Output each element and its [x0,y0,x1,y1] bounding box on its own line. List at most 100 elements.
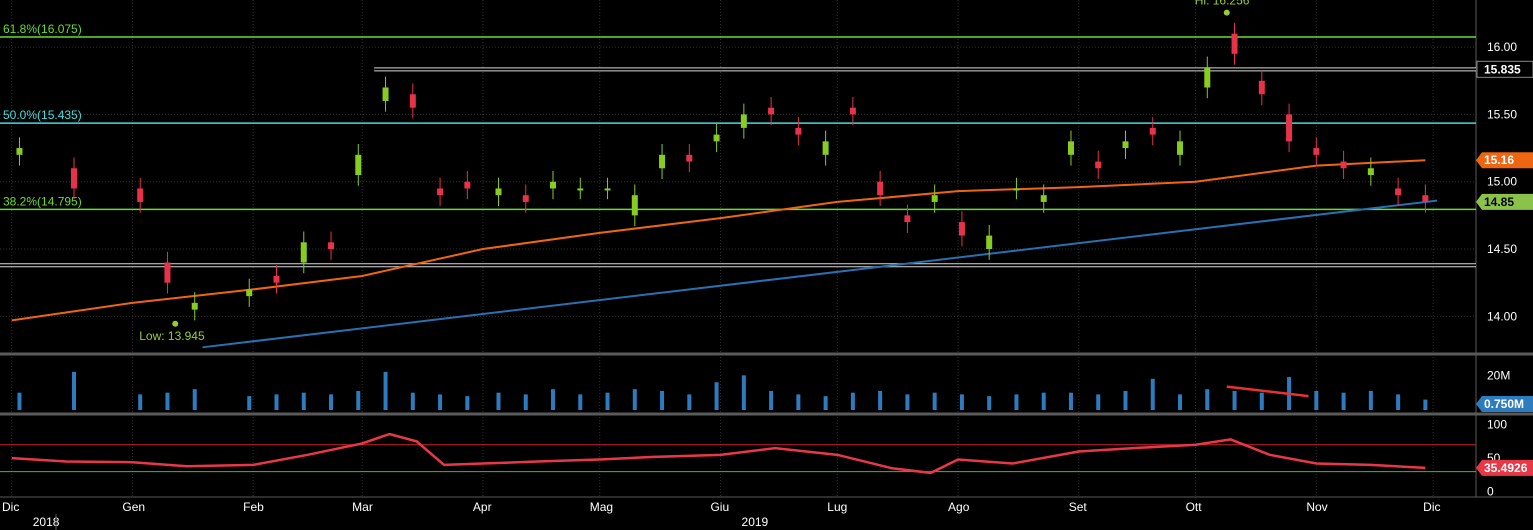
rsi-value-tag-bg [1476,459,1533,476]
volume-bar [1396,394,1401,410]
candle-body [1231,33,1238,54]
moving-average-value-tag-bg [1476,152,1533,169]
volume-bar [1041,392,1046,410]
month-label: Gen [122,500,145,514]
volume-bar [987,396,992,410]
candle-body [70,168,77,189]
volume-bar [1368,390,1373,410]
price-tick-label: 15.00 [1487,175,1517,189]
volume-bar [741,375,746,410]
month-label: Dic [2,500,19,514]
rsi-value-tag: 35.4926 [1484,461,1528,475]
month-label: Lug [827,500,847,514]
volume-bar [632,389,637,410]
candle-body [164,262,171,283]
candle-body [904,215,911,223]
extreme-marker [1223,9,1230,16]
candle-body [1040,195,1047,202]
candle-body [631,195,638,216]
volume-bar [1259,392,1264,410]
volume-bar [1123,390,1128,410]
candle-body [246,289,253,297]
volume-bar [1178,394,1183,410]
candle-body [822,141,829,155]
last-price-tag-bg [1476,193,1533,210]
resistance-tag-border [1476,60,1533,78]
candle-body [986,235,993,250]
candle-body [522,195,529,202]
candle-body [355,154,362,175]
volume-bar [1423,399,1428,410]
candle-body [849,107,856,115]
volume-bar [1068,392,1073,410]
year-label: 2019 [742,515,769,529]
volume-bar [438,394,443,410]
candle-body [1313,148,1320,155]
volume-divergence-line [1226,385,1309,398]
candle-body [768,107,775,115]
candle-body [795,127,802,135]
rsi-line [11,432,1426,475]
month-label: Mag [590,500,613,514]
month-label: Mar [352,500,373,514]
trend-line [202,199,1438,349]
candle-body [1067,141,1074,155]
volume-value-tag-bg [1476,396,1533,412]
candle-body [1177,141,1184,155]
candle-body [931,195,938,202]
last-price-tag: 14.85 [1484,195,1514,209]
volume-bar [523,394,528,410]
candle-body [713,134,720,142]
volume-bar [1205,389,1210,410]
volume-bar [165,392,170,410]
fib-level-label: 38.2%(14.795) [3,194,82,208]
volume-bar [660,390,665,410]
candle-body [382,87,389,101]
volume-bar [959,394,964,410]
volume-bar [17,392,22,410]
candle-body [740,114,747,128]
month-label: Dic [1423,500,1440,514]
candle-body [16,148,23,155]
volume-bar [301,392,306,410]
volume-bar [823,396,828,410]
volume-bar [714,382,719,410]
volume-bar [465,396,470,410]
candle-body [659,154,666,169]
volume-tick-label: 20M [1487,368,1510,382]
rsi-tick-label: 0 [1487,485,1494,499]
candle-body [577,188,584,191]
month-label: Ott [1186,500,1203,514]
extreme-marker [172,320,179,327]
volume-bar [192,389,197,410]
volume-bar [687,394,692,410]
candle-body [191,302,198,310]
candle-body [958,222,965,236]
volume-bar [578,394,583,410]
fib-level-label: 50.0%(15.435) [3,108,82,122]
candle-body [1422,195,1429,202]
candle-body [1122,141,1129,149]
candle-body [550,181,557,189]
volume-bar [878,390,883,410]
resistance-value-tag: 15.835 [1484,62,1521,76]
candle-body [1149,127,1156,135]
volume-bar [1150,378,1155,410]
volume-bar [383,371,388,410]
volume-bar [796,394,801,410]
volume-bar [1232,390,1237,410]
price-tick-label: 16.00 [1487,40,1517,54]
candle-body [877,181,884,196]
volume-bar [71,371,76,410]
low-annotation: Low: 13.945 [139,329,205,343]
volume-bar [769,390,774,410]
volume-bar [905,394,910,410]
year-label: 2018 [33,515,60,529]
candle-body [1395,188,1402,196]
candle-body [1286,114,1293,142]
candle-body [1367,168,1374,175]
volume-bar [138,394,143,410]
candle-body [495,188,502,196]
